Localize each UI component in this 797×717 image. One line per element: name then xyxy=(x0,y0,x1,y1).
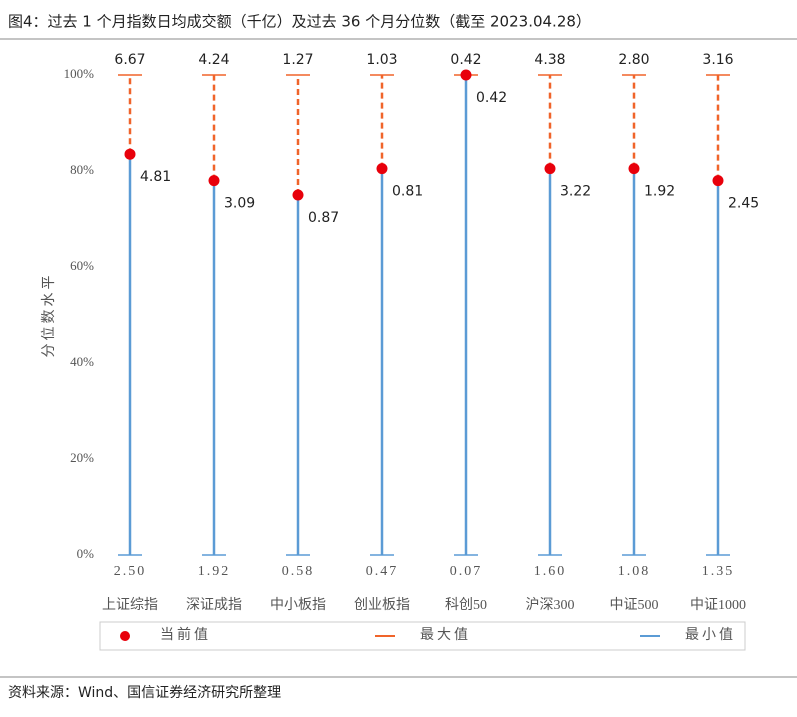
current-label: 2.45 xyxy=(728,196,759,212)
max-label: 0.42 xyxy=(450,52,481,68)
min-label: 2.50 xyxy=(114,564,147,579)
current-label: 0.81 xyxy=(392,184,423,200)
chart-title: 图4：过去 1 个月指数日均成交额（千亿）及过去 36 个月分位数（截至 202… xyxy=(8,13,591,31)
max-label: 1.03 xyxy=(366,52,397,68)
x-tick-label: 中小板指 xyxy=(270,597,326,613)
current-label: 3.22 xyxy=(560,184,591,200)
max-label: 1.27 xyxy=(282,52,313,68)
current-dot xyxy=(628,163,640,175)
current-dot xyxy=(712,175,724,187)
current-label: 4.81 xyxy=(140,169,171,185)
x-tick-label: 上证综指 xyxy=(102,597,158,613)
y-tick-label: 0% xyxy=(77,546,95,561)
min-label: 1.92 xyxy=(198,564,231,579)
x-tick-label: 创业板指 xyxy=(354,597,410,613)
max-label: 3.16 xyxy=(702,52,733,68)
min-label: 0.58 xyxy=(282,564,315,579)
x-tick-label: 中证500 xyxy=(610,597,659,613)
y-tick-label: 20% xyxy=(70,450,94,465)
y-tick-label: 40% xyxy=(70,354,94,369)
x-tick-label: 深证成指 xyxy=(186,597,242,613)
min-label: 1.08 xyxy=(618,564,651,579)
min-label: 0.07 xyxy=(450,564,483,579)
current-label: 0.87 xyxy=(308,210,339,226)
x-tick-label: 科创50 xyxy=(445,597,487,613)
current-dot xyxy=(460,69,472,81)
current-dot xyxy=(208,175,220,187)
current-dot xyxy=(124,148,136,160)
legend-label: 当前值 xyxy=(160,626,211,643)
current-dot xyxy=(376,163,388,175)
y-tick-label: 60% xyxy=(70,258,94,273)
legend-swatch xyxy=(120,631,130,641)
current-dot xyxy=(292,189,304,201)
current-label: 0.42 xyxy=(476,90,507,106)
current-dot xyxy=(544,163,556,175)
legend-label: 最大值 xyxy=(420,627,471,643)
min-label: 1.35 xyxy=(702,564,735,579)
legend-box xyxy=(99,621,746,651)
legend-label: 最小值 xyxy=(685,627,736,643)
source: 资料来源：Wind、国信证券经济研究所整理 xyxy=(8,685,281,701)
x-tick-label: 沪深300 xyxy=(526,597,575,613)
min-label: 0.47 xyxy=(366,564,399,579)
max-label: 4.38 xyxy=(534,52,565,68)
x-tick-label: 中证1000 xyxy=(690,597,746,613)
max-label: 6.67 xyxy=(114,52,145,68)
min-label: 1.60 xyxy=(534,564,567,579)
max-label: 4.24 xyxy=(198,52,229,68)
y-axis-label: 分位数水平 xyxy=(41,273,57,358)
max-label: 2.80 xyxy=(618,52,649,68)
current-label: 1.92 xyxy=(644,184,675,200)
y-tick-label: 100% xyxy=(64,66,95,81)
y-tick-label: 80% xyxy=(70,162,94,177)
current-label: 3.09 xyxy=(224,196,255,212)
